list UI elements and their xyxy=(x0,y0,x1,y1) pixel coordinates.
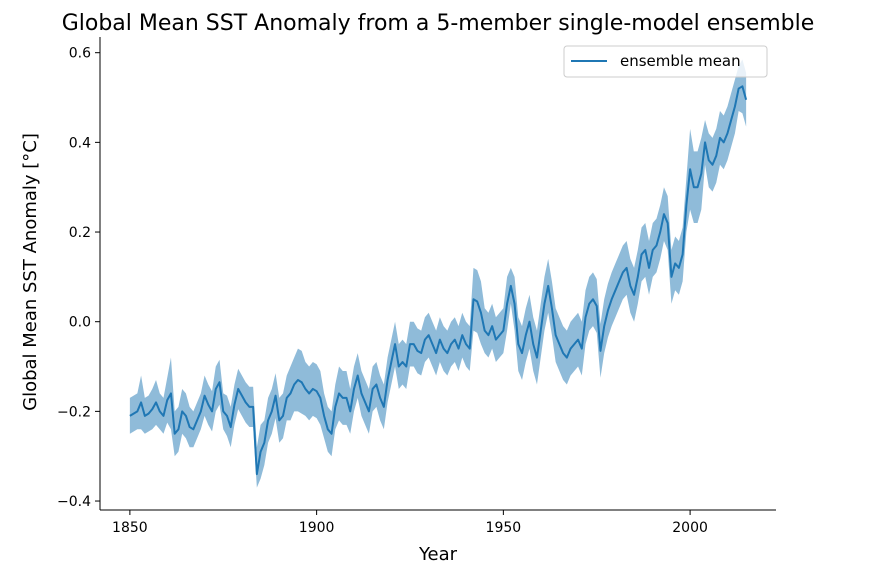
ensemble-spread-band xyxy=(129,59,747,488)
y-axis-ticks: −0.4 −0.2 0.0 0.2 0.4 0.6 xyxy=(57,46,100,510)
y-tick-label: −0.4 xyxy=(57,494,91,510)
x-tick-label: 1950 xyxy=(486,520,522,536)
legend-entry-ensemble-mean: ensemble mean xyxy=(620,52,741,70)
axes xyxy=(99,37,776,511)
x-tick-label: 1850 xyxy=(112,520,148,536)
series-line-ensemble-mean xyxy=(129,85,748,476)
y-axis-label: Global Mean SST Anomaly [°C] xyxy=(20,133,41,411)
y-tick-label: 0.2 xyxy=(69,225,91,241)
x-tick-label: 2000 xyxy=(672,520,708,536)
x-axis-ticks: 1850 1900 1950 2000 xyxy=(112,510,708,536)
y-tick-label: 0.0 xyxy=(69,315,91,331)
uncertainty-band-layer xyxy=(129,59,747,488)
y-tick-label: 0.4 xyxy=(69,135,91,151)
ensemble-mean-line-layer xyxy=(129,85,748,476)
chart-title: Global Mean SST Anomaly from a 5-member … xyxy=(62,11,815,36)
x-axis-label: Year xyxy=(418,544,458,565)
y-tick-label: −0.2 xyxy=(57,404,91,420)
x-tick-label: 1900 xyxy=(299,520,335,536)
legend-box xyxy=(563,45,768,78)
y-tick-label: 0.6 xyxy=(69,46,91,62)
legend: ensemble mean xyxy=(563,45,768,78)
